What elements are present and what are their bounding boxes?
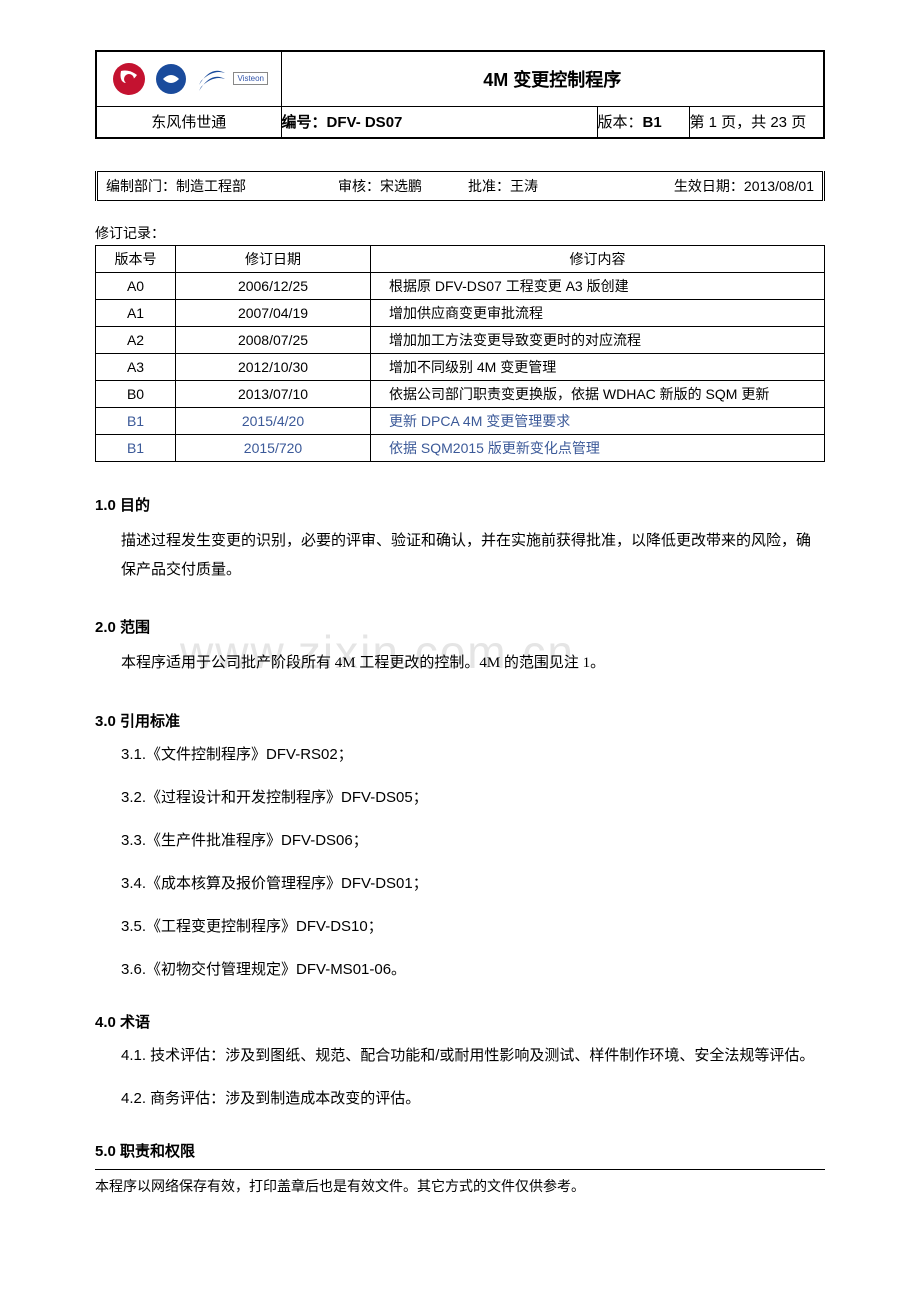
table-row: B02013/07/10依据公司部门职责变更换版，依据 WDHAC 新版的 SQ… bbox=[96, 381, 825, 408]
section-3-heading: 3.0 引用标准 bbox=[95, 710, 825, 731]
rev-content: 根据原 DFV-DS07 工程变更 A3 版创建 bbox=[371, 273, 825, 300]
ref-item: 3.3.《生产件批准程序》DFV-DS06； bbox=[121, 829, 825, 850]
swirl-logo-icon bbox=[193, 61, 229, 97]
visteon-label: Visteon bbox=[233, 72, 268, 85]
doc-code: 编号：DFV- DS07 bbox=[281, 106, 597, 138]
rev-date: 2013/07/10 bbox=[176, 381, 371, 408]
page-number: 第 1 页，共 23 页 bbox=[689, 106, 824, 138]
section-2-heading: 2.0 范围 bbox=[95, 616, 825, 637]
rev-content: 依据 SQM2015 版更新变化点管理 bbox=[371, 435, 825, 462]
eff-value: 2013/08/01 bbox=[744, 178, 814, 194]
rev-date: 2012/10/30 bbox=[176, 354, 371, 381]
revision-label: 修订记录： bbox=[95, 223, 825, 243]
review-value: 宋选鹏 bbox=[380, 178, 422, 194]
revision-table: 版本号 修订日期 修订内容 A02006/12/25根据原 DFV-DS07 工… bbox=[95, 245, 825, 462]
table-row: A02006/12/25根据原 DFV-DS07 工程变更 A3 版创建 bbox=[96, 273, 825, 300]
info-table: 编制部门：制造工程部 审核：宋选鹏 批准：王涛 生效日期：2013/08/01 bbox=[95, 171, 825, 201]
rev-date: 2015/4/20 bbox=[176, 408, 371, 435]
rev-header-content: 修订内容 bbox=[371, 246, 825, 273]
ref-item: 3.2.《过程设计和开发控制程序》DFV-DS05； bbox=[121, 786, 825, 807]
ref-item: 3.1.《文件控制程序》DFV-RS02； bbox=[121, 743, 825, 764]
header-table: Visteon 4M 变更控制程序 东风伟世通 编号：DFV- DS07 版本：… bbox=[95, 50, 825, 139]
section-1-text: 描述过程发生变更的识别，必要的评审、验证和确认，并在实施前获得批准，以降低更改带… bbox=[121, 527, 825, 584]
table-row: A32012/10/30增加不同级别 4M 变更管理 bbox=[96, 354, 825, 381]
rev-header-date: 修订日期 bbox=[176, 246, 371, 273]
term-item: 4.1. 技术评估：涉及到图纸、规范、配合功能和/或耐用性影响及测试、样件制作环… bbox=[121, 1044, 825, 1065]
ref-item: 3.5.《工程变更控制程序》DFV-DS10； bbox=[121, 915, 825, 936]
blue-logo-icon bbox=[153, 61, 189, 97]
approve-value: 王涛 bbox=[510, 178, 538, 194]
section-5-heading: 5.0 职责和权限 bbox=[95, 1140, 825, 1161]
code-value: DFV- DS07 bbox=[327, 114, 403, 131]
rev-ver: A0 bbox=[96, 273, 176, 300]
doc-version: 版本：B1 bbox=[597, 106, 689, 138]
review-label: 审核： bbox=[338, 178, 380, 194]
dongfeng-logo-icon bbox=[109, 61, 149, 97]
rev-ver: A2 bbox=[96, 327, 176, 354]
approve-label: 批准： bbox=[468, 178, 510, 194]
ref-item: 3.6.《初物交付管理规定》DFV-MS01-06。 bbox=[121, 958, 825, 979]
term-item: 4.2. 商务评估：涉及到制造成本改变的评估。 bbox=[121, 1087, 825, 1108]
dept-label: 编制部门： bbox=[106, 178, 176, 194]
rev-content: 更新 DPCA 4M 变更管理要求 bbox=[371, 408, 825, 435]
rev-ver: A3 bbox=[96, 354, 176, 381]
rev-ver: B1 bbox=[96, 435, 176, 462]
doc-title: 4M 变更控制程序 bbox=[281, 51, 824, 106]
table-row: A22008/07/25增加加工方法变更导致变更时的对应流程 bbox=[96, 327, 825, 354]
rev-date: 2006/12/25 bbox=[176, 273, 371, 300]
ref-item: 3.4.《成本核算及报价管理程序》DFV-DS01； bbox=[121, 872, 825, 893]
rev-header-ver: 版本号 bbox=[96, 246, 176, 273]
section-2-text: 本程序适用于公司批产阶段所有 4M 工程更改的控制。4M 的范围见注 1。 bbox=[121, 649, 825, 678]
section-4-heading: 4.0 术语 bbox=[95, 1011, 825, 1032]
logo-cell: Visteon bbox=[96, 51, 281, 106]
eff-label: 生效日期： bbox=[674, 178, 744, 194]
footer-text: 本程序以网络保存有效，打印盖章后也是有效文件。其它方式的文件仅供参考。 bbox=[95, 1169, 825, 1196]
rev-ver: B0 bbox=[96, 381, 176, 408]
version-label: 版本： bbox=[598, 114, 643, 131]
code-label: 编号： bbox=[282, 114, 327, 131]
rev-ver: B1 bbox=[96, 408, 176, 435]
rev-date: 2008/07/25 bbox=[176, 327, 371, 354]
table-row: B12015/720依据 SQM2015 版更新变化点管理 bbox=[96, 435, 825, 462]
rev-ver: A1 bbox=[96, 300, 176, 327]
dept-value: 制造工程部 bbox=[176, 178, 246, 194]
table-row: A12007/04/19增加供应商变更审批流程 bbox=[96, 300, 825, 327]
approve-cell: 批准：王涛 bbox=[460, 172, 605, 201]
rev-date: 2007/04/19 bbox=[176, 300, 371, 327]
review-cell: 审核：宋选鹏 bbox=[300, 172, 460, 201]
eff-cell: 生效日期：2013/08/01 bbox=[605, 172, 823, 201]
rev-date: 2015/720 bbox=[176, 435, 371, 462]
section-1-heading: 1.0 目的 bbox=[95, 494, 825, 515]
rev-content: 增加加工方法变更导致变更时的对应流程 bbox=[371, 327, 825, 354]
rev-content: 依据公司部门职责变更换版，依据 WDHAC 新版的 SQM 更新 bbox=[371, 381, 825, 408]
dept-cell: 编制部门：制造工程部 bbox=[97, 172, 301, 201]
rev-content: 增加供应商变更审批流程 bbox=[371, 300, 825, 327]
table-row: B12015/4/20更新 DPCA 4M 变更管理要求 bbox=[96, 408, 825, 435]
version-value: B1 bbox=[643, 114, 662, 131]
rev-content: 增加不同级别 4M 变更管理 bbox=[371, 354, 825, 381]
company-name: 东风伟世通 bbox=[96, 106, 281, 138]
